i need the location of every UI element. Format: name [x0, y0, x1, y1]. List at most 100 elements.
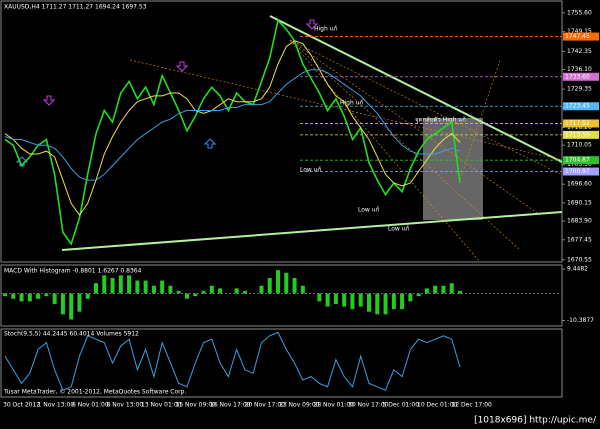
- x-tick-label: 13 Nov 01:00: [141, 402, 182, 409]
- stoch-title: Stoch(9,5,5) 44.2445 60.4014 Volumes 591…: [4, 331, 139, 338]
- histogram-bar: [77, 293, 82, 312]
- histogram-bar: [400, 293, 405, 310]
- price-level-label: 1700.97: [565, 168, 590, 175]
- histogram-bar: [218, 288, 223, 294]
- x-tick-label: 1 Nov 13:00: [38, 402, 75, 409]
- histogram-bar: [342, 293, 347, 307]
- histogram-bar: [102, 275, 107, 294]
- y-tick-label: 1670.55: [567, 256, 592, 263]
- price-level-box: [563, 119, 599, 128]
- stoch-frame: [0, 328, 563, 398]
- x-tick-label: 28 Nov 01:00: [314, 402, 355, 409]
- histogram-bar: [36, 293, 41, 299]
- histogram-bar: [358, 293, 363, 307]
- price-level-box: [563, 102, 599, 111]
- watermark: [1018x696] http://upic.me/: [474, 416, 597, 426]
- histogram-bar: [391, 293, 396, 310]
- series-line: [4, 18, 461, 246]
- chart-title: XAUUSD,H4 1711.27 1711.27 1694.24 1697.5…: [4, 4, 147, 11]
- histogram-bar: [383, 293, 388, 315]
- histogram-bar: [176, 290, 181, 294]
- histogram-bar: [3, 293, 7, 297]
- annotation: Low แก้: [358, 207, 380, 214]
- histogram-bar: [201, 290, 206, 294]
- price-level-box: [563, 130, 599, 139]
- histogram-bar: [127, 275, 132, 294]
- footer: Tusar MetaTrader, © 2001-2012, MetaQuote…: [3, 389, 186, 396]
- histogram-bar: [193, 293, 198, 297]
- y-tick-label: 1677.45: [567, 236, 592, 243]
- price-level-box: [563, 156, 599, 165]
- histogram-bar: [110, 277, 115, 294]
- x-tick-label: 15 Nov 09:00: [176, 402, 217, 409]
- arrows: [15, 19, 319, 167]
- series-line: [4, 69, 461, 181]
- histogram-bar: [19, 293, 24, 302]
- y-tick-label: 1749.15: [567, 28, 592, 35]
- y-tick-label: 1690.15: [567, 199, 592, 206]
- histogram-bar: [259, 285, 264, 294]
- histogram-bar: [52, 293, 57, 304]
- histogram-bar: [300, 285, 305, 294]
- y-tick-label: 1710.05: [567, 142, 592, 149]
- series-line: [4, 40, 461, 216]
- price-level-box: [563, 32, 599, 41]
- price-level-label: 1713.59: [565, 131, 590, 138]
- histogram-bar: [143, 280, 148, 294]
- y-tick-label: 1683.90: [567, 218, 592, 225]
- x-tick-label: 30 Nov 17:00: [348, 402, 389, 409]
- histogram-bar: [185, 293, 189, 299]
- trend-lines: [61, 15, 563, 251]
- histogram-bar: [69, 293, 74, 320]
- annotation: Low แก้: [388, 226, 410, 233]
- x-tick-label: 12 Dec 17:00: [452, 402, 493, 409]
- y-tick-label: 1755.60: [567, 9, 592, 16]
- x-tick-label: 10 Dec 01:00: [417, 402, 458, 409]
- x-tick-label: 16 Nov 17:00: [210, 402, 251, 409]
- x-tick-label: 23 Nov 09:00: [279, 402, 320, 409]
- histogram-bar: [416, 293, 421, 297]
- series-line: [4, 331, 461, 391]
- y-tick-label: 1703.30: [567, 161, 592, 168]
- histogram-bar: [375, 293, 380, 315]
- y-tick-label: 1729.35: [567, 86, 592, 93]
- x-tick-label: 20 Nov 17:00: [245, 402, 286, 409]
- histogram-bar: [458, 290, 462, 294]
- price-level-label: 1717.52: [565, 120, 590, 127]
- y-tick-label: 9.4482: [567, 266, 588, 273]
- price-level-label: 1733.60: [565, 73, 590, 80]
- histogram-bar: [449, 283, 454, 294]
- histogram-bar: [160, 280, 165, 294]
- y-tick-label: 1696.60: [567, 181, 592, 188]
- price-level-label: 1704.87: [565, 157, 590, 164]
- histogram-bar: [118, 275, 123, 294]
- x-tick-label: 5 Dec 01:00: [383, 402, 420, 409]
- histogram-bar: [317, 293, 322, 302]
- price-level-label: 1747.45: [565, 33, 590, 40]
- histogram-bar: [85, 293, 90, 299]
- histogram-bar: [276, 270, 280, 294]
- x-tick-label: 6 Nov 01:00: [72, 402, 109, 409]
- histogram-bar: [27, 293, 32, 302]
- histogram-bar: [367, 293, 371, 312]
- y-tick-label: -10.3877: [567, 317, 594, 324]
- y-tick-label: 1736.10: [567, 66, 592, 73]
- macd-frame: [0, 264, 563, 327]
- price-level-label: 1723.45: [565, 103, 590, 110]
- annotation: High แก้: [314, 26, 338, 33]
- histogram-bar: [284, 272, 289, 294]
- x-tick-label: 30 Oct 2012: [3, 402, 40, 409]
- histogram-bar: [168, 285, 173, 294]
- annotation: High แก้: [340, 100, 364, 107]
- y-tick-label: 1742.35: [567, 48, 592, 55]
- histogram-bar: [209, 285, 214, 294]
- histogram-bar: [267, 277, 272, 294]
- histogram-bar: [44, 293, 49, 297]
- price-level-box: [563, 72, 599, 81]
- histogram-bar: [151, 285, 156, 294]
- annotation: จุดกลับตัว High แก้: [415, 117, 466, 124]
- annotation: Low แก้: [300, 167, 322, 174]
